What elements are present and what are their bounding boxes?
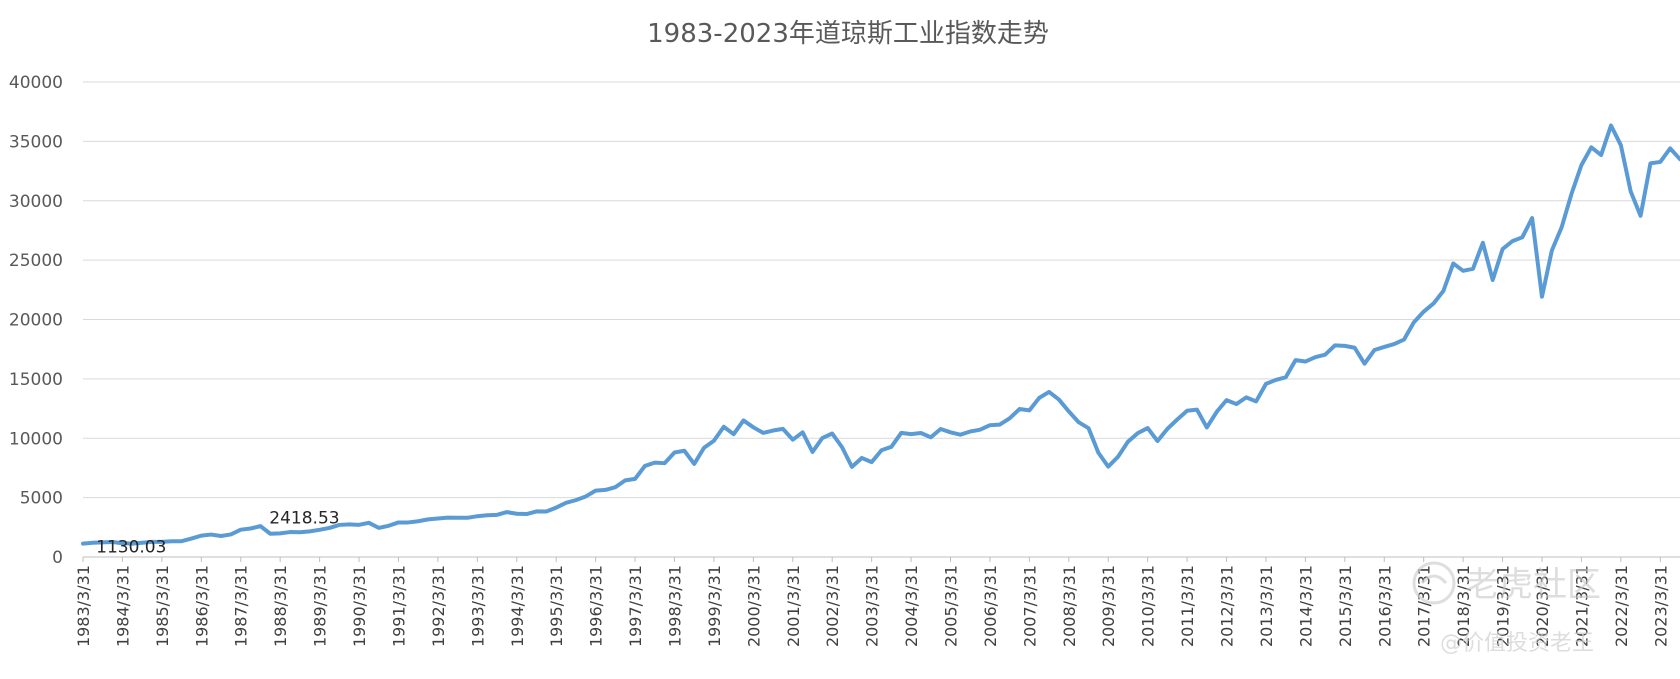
x-tick-label: 2013/3/31 bbox=[1257, 565, 1276, 647]
y-tick-label: 35000 bbox=[9, 132, 63, 152]
x-tick-label: 2019/3/31 bbox=[1494, 565, 1513, 647]
x-tick-label: 1986/3/31 bbox=[192, 565, 211, 647]
data-label: 1130.03 bbox=[96, 538, 166, 558]
x-tick-label: 1989/3/31 bbox=[311, 565, 330, 647]
x-tick-label: 2007/3/31 bbox=[1020, 565, 1039, 647]
x-tick-label: 1998/3/31 bbox=[665, 565, 684, 647]
x-tick-label: 1988/3/31 bbox=[271, 565, 290, 647]
y-axis: 0 5000 10000 15000 20000 25000 30000 35000 40000 bbox=[9, 73, 63, 568]
x-tick-label: 2016/3/31 bbox=[1375, 565, 1394, 647]
x-tick-label: 2004/3/31 bbox=[902, 565, 921, 647]
x-tick-label: 2001/3/31 bbox=[784, 565, 803, 647]
x-tick-label: 2017/3/31 bbox=[1415, 565, 1434, 647]
x-tick-label: 1990/3/31 bbox=[350, 565, 369, 647]
x-tick-label: 1983/3/31 bbox=[74, 565, 93, 647]
x-tick-label: 2009/3/31 bbox=[1099, 565, 1118, 647]
watermark: 老虎社区 @价值投资老王 bbox=[1412, 561, 1601, 656]
x-tick-label: 1993/3/31 bbox=[468, 565, 487, 647]
series-group bbox=[81, 123, 1680, 546]
x-tick-label: 2003/3/31 bbox=[863, 565, 882, 647]
x-tick-label: 2006/3/31 bbox=[981, 565, 1000, 647]
y-tick-label: 20000 bbox=[9, 311, 63, 331]
x-tick-label: 1987/3/31 bbox=[232, 565, 251, 647]
tiger-logo-icon bbox=[1412, 561, 1456, 605]
x-tick-label: 1985/3/31 bbox=[153, 565, 172, 647]
x-tick-label: 2022/3/31 bbox=[1612, 565, 1631, 647]
x-tick-label: 2020/3/31 bbox=[1533, 565, 1552, 647]
x-tick-label: 1991/3/31 bbox=[389, 565, 408, 647]
x-tick-label: 2000/3/31 bbox=[744, 565, 763, 647]
x-tick-label: 2012/3/31 bbox=[1218, 565, 1237, 647]
series-line bbox=[81, 123, 1680, 546]
annotations: 1130.03 2418.53 bbox=[96, 508, 339, 557]
watermark-brand: 老虎社区 bbox=[1465, 565, 1601, 605]
x-tick-label: 1995/3/31 bbox=[547, 565, 566, 647]
x-tick-label: 2002/3/31 bbox=[823, 565, 842, 647]
x-tick-label: 2015/3/31 bbox=[1336, 565, 1355, 647]
data-label: 2418.53 bbox=[269, 508, 339, 528]
x-tick-label: 2021/3/31 bbox=[1572, 565, 1591, 647]
x-tick-label: 2005/3/31 bbox=[942, 565, 961, 647]
y-tick-label: 40000 bbox=[9, 73, 63, 93]
x-tick-label: 2014/3/31 bbox=[1296, 565, 1315, 647]
x-tick-label: 2018/3/31 bbox=[1454, 565, 1473, 647]
x-tick-label: 1994/3/31 bbox=[508, 565, 527, 647]
y-tick-label: 10000 bbox=[9, 429, 63, 449]
x-axis: 1983/3/31 1984/3/31 1985/3/31 1986/3/31 1987… bbox=[74, 557, 1670, 647]
x-tick-label: 1997/3/31 bbox=[626, 565, 645, 647]
x-tick-label: 2011/3/31 bbox=[1178, 565, 1197, 647]
y-tick-label: 25000 bbox=[9, 251, 63, 271]
x-tick-label: 1996/3/31 bbox=[587, 565, 606, 647]
chart-title: 1983-2023年道琼斯工业指数走势 bbox=[647, 19, 1049, 49]
gridlines bbox=[83, 81, 1680, 558]
x-tick-label: 1984/3/31 bbox=[113, 565, 132, 647]
y-tick-label: 0 bbox=[52, 548, 63, 568]
x-tick-label: 2023/3/31 bbox=[1651, 565, 1670, 647]
x-tick-label: 1999/3/31 bbox=[705, 565, 724, 647]
y-tick-label: 15000 bbox=[9, 370, 63, 390]
x-tick-label: 2010/3/31 bbox=[1139, 565, 1158, 647]
y-tick-label: 5000 bbox=[20, 489, 63, 509]
watermark-author: @价值投资老王 bbox=[1440, 631, 1594, 656]
x-tick-label: 1992/3/31 bbox=[429, 565, 448, 647]
x-tick-label: 2008/3/31 bbox=[1060, 565, 1079, 647]
y-tick-label: 30000 bbox=[9, 192, 63, 212]
